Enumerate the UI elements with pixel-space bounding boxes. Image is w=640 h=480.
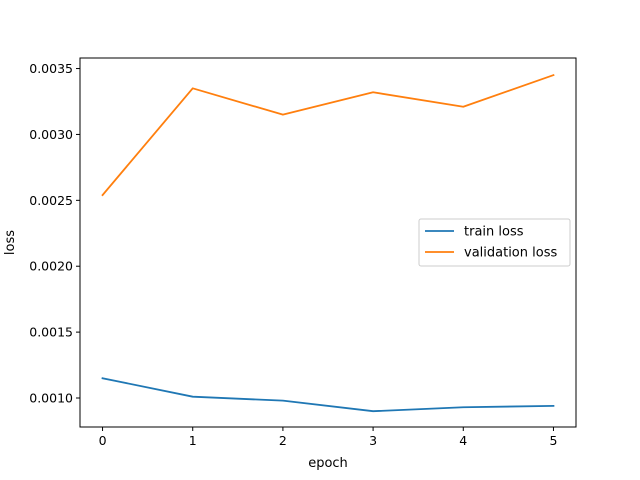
series-line-validation-loss [101,73,555,197]
x-axis-ticks: 0 1 2 3 4 5 [99,427,557,448]
legend: train loss validation loss [418,218,571,267]
y-tick-label: 0.0035 [29,61,73,76]
y-tick-label: 0.0020 [29,259,73,274]
x-tick-label: 1 [189,433,197,448]
axes-frame [79,57,577,428]
x-tick-label: 0 [99,433,107,448]
x-tick-label: 4 [459,433,467,448]
y-tick-label: 0.0010 [29,391,73,406]
plot-area [79,57,577,428]
x-tick-label: 2 [279,433,287,448]
legend-label: train loss [464,225,524,240]
x-tick-label: 3 [369,433,377,448]
legend-label: validation loss [464,246,557,261]
series-line-train-loss [101,377,555,413]
y-tick-label: 0.0015 [29,325,73,340]
y-axis-label: loss [3,230,18,255]
series-layer [101,73,555,413]
x-tick-label: 5 [549,433,557,448]
y-tick-label: 0.0025 [29,193,73,208]
x-axis-label: epoch [308,456,348,471]
legend-box [418,218,571,267]
y-tick-label: 0.0030 [29,127,73,142]
y-axis-ticks: 0.0010 0.0015 0.0020 0.0025 0.0030 0.0035 [29,61,80,406]
